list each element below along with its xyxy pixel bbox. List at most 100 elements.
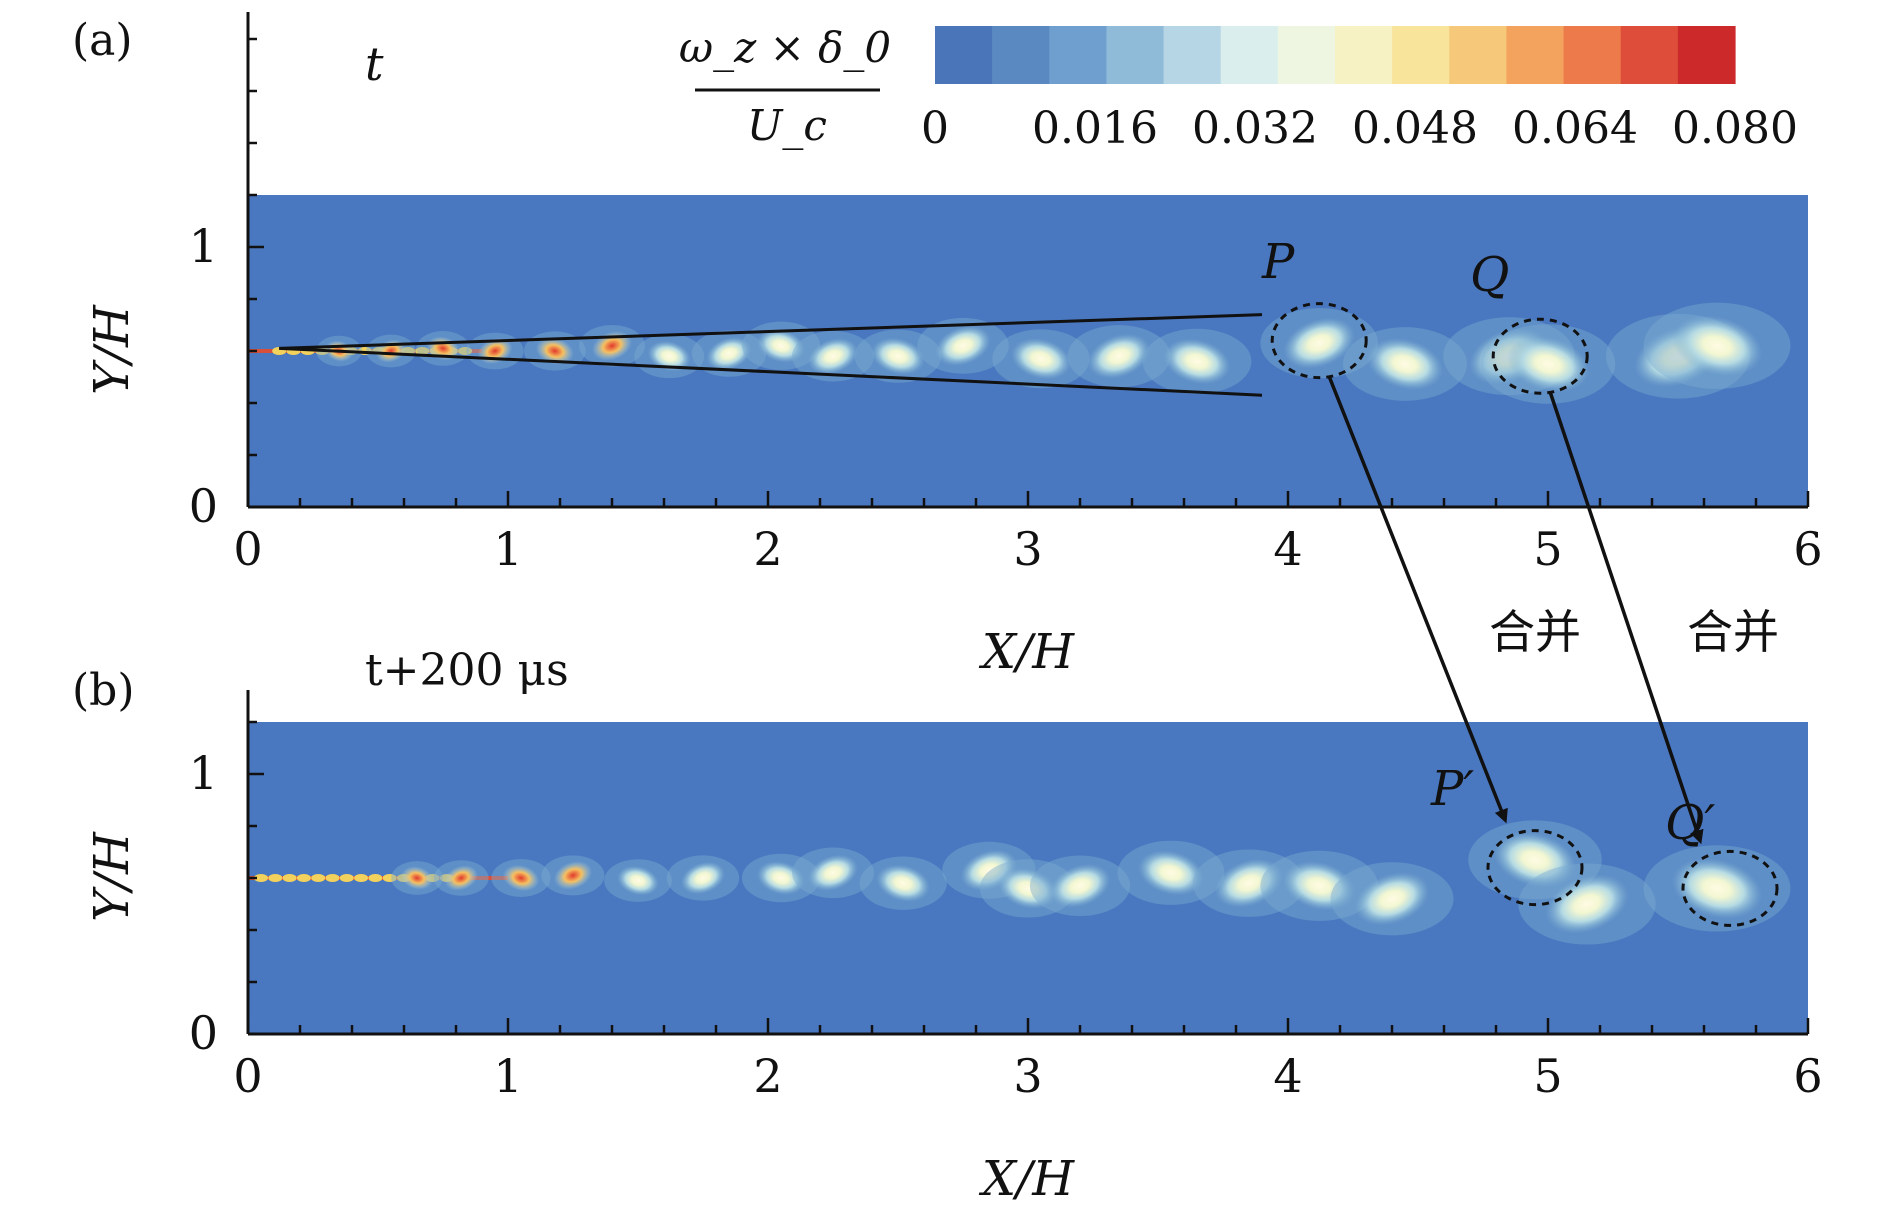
panel-a-vortices [248,302,1791,404]
vortex-core [1672,315,1762,377]
merge-label-q: 合并 [1687,605,1779,659]
panel-b-annotations: P′ Q′ [1430,761,1715,851]
x-tick-label: 4 [1273,1049,1302,1103]
colorbar-tick-label: 0.048 [1352,103,1478,154]
vortex-core [1087,333,1151,379]
colorbar-label-denominator: U_c [747,101,827,150]
x-tick-label: 5 [1533,1049,1562,1103]
colorbar-cell [1506,26,1565,84]
colorbar-cell [1163,26,1222,84]
x-tick-label: 1 [493,1049,522,1103]
x-tick-label: 5 [1533,522,1562,576]
colorbar-cell [1106,26,1165,84]
vortex-core [444,865,478,891]
vortex-core [553,861,593,890]
colorbar-tick-label: 0.032 [1192,103,1318,154]
colorbar-tick-labels: 0 0.016 0.032 0.048 0.064 0.080 [921,103,1798,154]
colorbar-tick-label: 0.064 [1512,103,1638,154]
colorbar-tick-label: 0.080 [1672,103,1798,154]
colorbar-cell [1392,26,1450,84]
panel-b-axes: 0 1 2 3 4 5 6 0 1 [189,690,1823,1103]
small-vortex [325,874,340,882]
vortex-core [935,325,991,366]
colorbar-tick-label: 0 [921,103,949,154]
x-tick-label: 6 [1793,522,1822,576]
vortex-core [1283,861,1356,911]
vortex-core [706,337,752,371]
colorbar-cell [1049,26,1108,84]
small-vortex [382,874,397,882]
x-tick-label: 4 [1273,522,1302,576]
vortex-core [871,337,925,375]
colorbar-cell [1620,26,1679,84]
colorbar-cell [1277,26,1336,84]
panel-b-x-axis-label: X/H [978,1151,1075,1205]
x-tick-label: 6 [1793,1049,1822,1103]
x-tick-label: 3 [1013,1049,1042,1103]
colorbar: 0 0.016 0.032 0.048 0.064 0.080 ω_z × δ_0 U_c [679,23,1798,154]
vortex-core [1545,874,1629,934]
tracking-arrows [1327,375,1704,845]
vortex-core [998,868,1058,909]
panel-a-time-label: t [365,37,384,91]
x-tick-label: 0 [233,522,262,576]
small-vortex [415,347,430,355]
panel-b-label: (b) [72,665,135,716]
panel-a-y-axis-label: Y/H [84,304,140,395]
x-tick-label: 3 [1013,522,1042,576]
y-tick-label: 0 [189,479,218,533]
panel-a-highlights [1270,302,1589,395]
vortex-core [1367,338,1443,390]
vortex-core [1672,858,1762,919]
vortex-core [1215,858,1283,908]
y-tick-label: 1 [189,746,218,800]
x-tick-label: 0 [233,1049,262,1103]
vortex-core [1283,317,1355,369]
small-vortex [282,874,297,882]
y-tick-label: 1 [189,219,218,273]
small-vortex [354,874,369,882]
vortex-core [681,861,725,895]
vortex-core [401,866,433,890]
highlight-circle [1270,302,1368,380]
small-vortex [368,874,383,882]
small-vortex [254,874,268,882]
merge-label-p: 合并 [1489,605,1581,659]
tracking-arrow [1548,391,1704,845]
colorbar-cells [935,26,1736,84]
small-vortex [311,874,326,882]
colorbar-cell [1449,26,1508,84]
small-vortex [339,874,354,882]
highlight-circle [1491,317,1589,395]
vortex-core [808,854,858,891]
panel-b-y-axis-label: Y/H [84,831,140,922]
vortex-core [1494,832,1576,888]
vortex-core [1163,338,1231,385]
vortex-core [1506,336,1590,392]
vortex-core [502,864,540,892]
panel-a-axes: 0 1 2 3 4 5 6 0 1 [189,12,1823,576]
colorbar-cell [1677,26,1736,84]
vortex-core [1138,850,1204,896]
vortex-core [1049,864,1111,908]
vortex-core [757,328,805,363]
colorbar-cell [992,26,1050,84]
x-tick-label: 1 [493,522,522,576]
x-tick-label: 2 [753,1049,782,1103]
vortex-label: P [1261,234,1295,290]
small-vortex [268,874,283,882]
colorbar-tick-label: 0.016 [1032,103,1158,154]
small-vortex [296,874,311,882]
vortex-core [1011,338,1071,380]
colorbar-cell [1220,26,1279,84]
vortex-core [876,864,930,902]
panel-b-vortices [248,820,1791,945]
y-tick-label: 0 [189,1006,218,1060]
vortex-core [647,340,691,372]
highlight-circle [1681,849,1779,927]
growth-line [279,346,1263,397]
vortex-label: P′ [1430,761,1474,817]
